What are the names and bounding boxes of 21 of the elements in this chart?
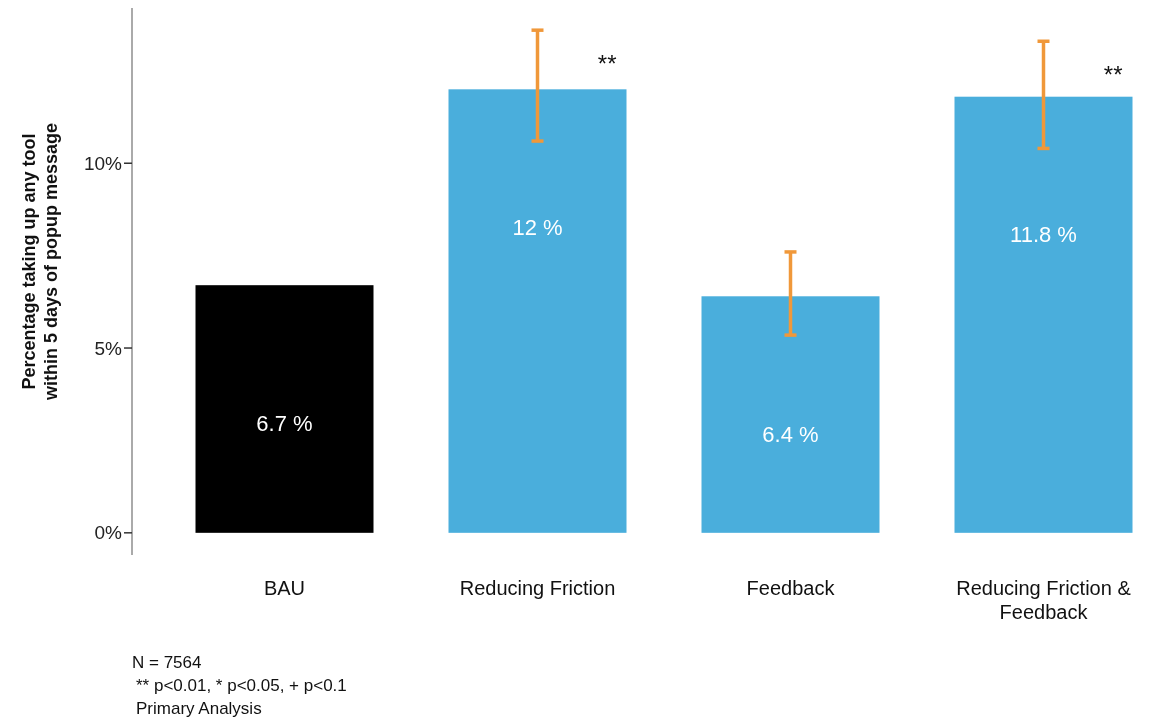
x-tick-label: Reducing Friction — [459, 577, 616, 599]
y-axis-title: Percentage taking up any tool within 5 days of popup message — [19, 122, 61, 402]
annotation: ** — [597, 49, 617, 77]
text: N = 7564 — [132, 652, 202, 672]
y-tick-label: 5% — [94, 337, 123, 359]
bar — [954, 96, 1133, 533]
bar — [448, 89, 627, 533]
bar — [195, 285, 374, 533]
text: Primary Analysis — [136, 698, 262, 718]
bar — [701, 296, 880, 533]
y-tick-label: 10% — [83, 152, 123, 174]
data-label: 6.4 % — [762, 421, 819, 447]
data-label: 6.7 % — [256, 410, 313, 436]
x-tick-label: Feedback — [746, 577, 836, 599]
data-label: 12 % — [512, 215, 563, 241]
x-tick-label: Reducing Friction & Feedback — [956, 577, 1132, 623]
data-label: 11.8 % — [1010, 222, 1077, 248]
y-tick-label: 0% — [94, 522, 123, 544]
annotation: ** — [1103, 60, 1123, 88]
x-tick-label: BAU — [263, 577, 306, 599]
text: ** p<0.01, * p<0.05, + p<0.1 — [136, 675, 347, 695]
